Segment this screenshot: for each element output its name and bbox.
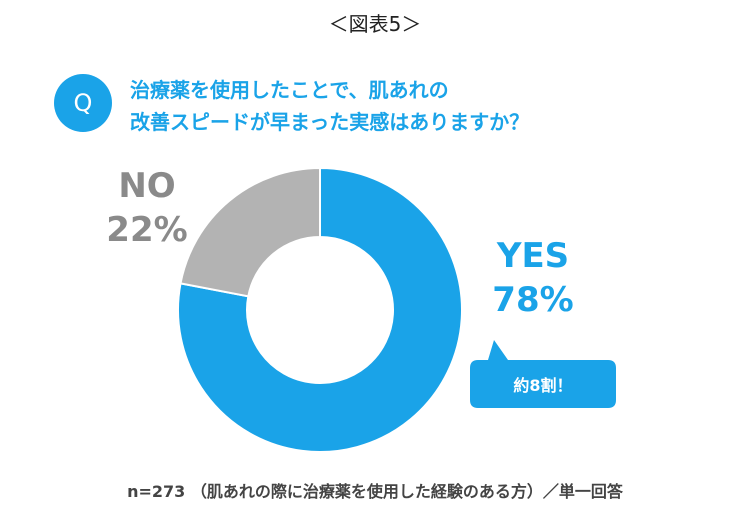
question-text: 治療薬を使用したことで、肌あれの 改善スピードが早まった実感はありますか？ — [130, 74, 529, 138]
slice-label-yes: YES 78% — [468, 234, 598, 322]
callout-bubble: 約8割！ — [468, 336, 618, 414]
footnote: n=273 （肌あれの際に治療薬を使用した経験のある方）／単一回答 — [127, 482, 623, 501]
slice-value-no: 22% — [106, 210, 188, 250]
donut-slices — [177, 166, 463, 453]
slice-value-yes: 78% — [492, 280, 574, 320]
speech-bubble-icon — [470, 340, 616, 408]
callout-text: 約8割！ — [513, 376, 573, 395]
question-badge-icon: Q — [54, 74, 112, 132]
question-line: 治療薬を使用したことで、肌あれの — [130, 78, 449, 102]
donut-slice-yes — [177, 166, 463, 453]
question-line: 改善スピードが早まった実感はありますか？ — [130, 110, 530, 134]
donut-slice-no — [179, 166, 321, 298]
slice-name-no: NO — [118, 166, 176, 206]
slice-label-no: NO 22% — [92, 164, 202, 252]
figure-label: ＜図表5＞ — [328, 12, 422, 36]
slice-name-yes: YES — [496, 236, 570, 276]
